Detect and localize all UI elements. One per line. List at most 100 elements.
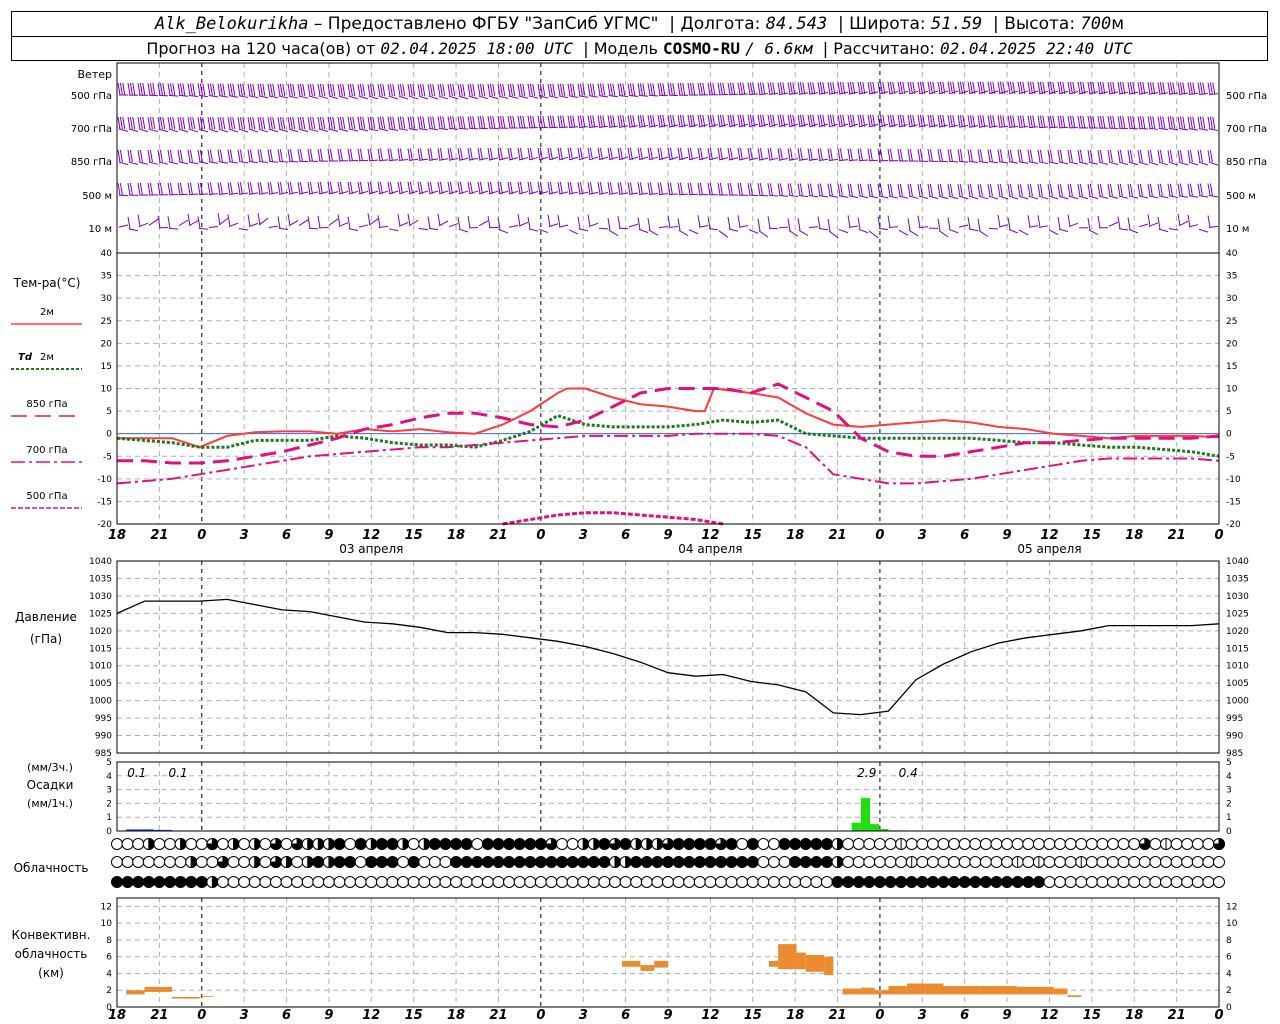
cloud-cover-symbol (704, 838, 717, 850)
cloud-cover-symbol (534, 876, 547, 888)
temp-tick-right: 15 (1226, 362, 1237, 372)
cloud-cover-symbol (460, 856, 473, 868)
temp-tick-left: 15 (101, 362, 112, 372)
cloud-cover-symbol (460, 876, 473, 888)
wind-level-right: 700 гПа (1226, 124, 1267, 135)
cloud-cover-symbol (895, 876, 908, 888)
cloud-cover-symbol (111, 876, 123, 888)
cloud-cover-symbol (481, 856, 494, 868)
cloud-cover-symbol (1128, 876, 1141, 888)
conv-time-tick: 15 (1083, 1008, 1101, 1023)
conv-tick-right: 10 (1226, 919, 1238, 929)
conv-tick-left: 8 (106, 936, 112, 946)
cloud-cover-symbol (990, 838, 1003, 850)
press-tick-left: 990 (95, 732, 112, 742)
cloud-cover-symbol (524, 838, 537, 850)
cloud-cover-symbol (1181, 876, 1194, 888)
conv-tick-right: 2 (1226, 986, 1232, 996)
wind-barbs-row (117, 114, 1219, 133)
cloud-cover-symbol (789, 856, 802, 868)
conv-tick-right: 12 (1226, 902, 1237, 912)
cloud-cover-symbol (206, 856, 219, 868)
cloud-cover-symbol (979, 856, 992, 868)
temp-time-tick: 9 (663, 528, 672, 543)
cloud-cover-fill (714, 837, 727, 850)
temp-tick-left: 25 (101, 317, 112, 327)
conv-time-tick: 12 (1040, 1008, 1058, 1023)
alt-value: 700 (1080, 14, 1112, 34)
cloud-cover-symbol (503, 876, 516, 888)
conv-time-tick: 21 (828, 1008, 846, 1023)
cloud-cover-symbol (948, 856, 961, 868)
cloud-cover-symbol (1022, 838, 1035, 850)
cloud-cover-symbol (1085, 838, 1098, 850)
conv-bar (888, 986, 907, 995)
day-label: 03 апреля (339, 542, 403, 556)
temp-time-tick: 9 (1003, 528, 1012, 543)
cloud-cover-symbol (926, 838, 939, 850)
cloud-cover-symbol (1085, 876, 1098, 888)
model-name: COSMO-RU (662, 39, 741, 58)
cloud-cover-symbol (333, 856, 346, 868)
press-tick-left: 1020 (89, 627, 112, 637)
cloud-cover-symbol (1022, 876, 1035, 888)
cloud-cover-symbol (873, 856, 886, 868)
cloud-cover-symbol (757, 856, 770, 868)
cloud-cover-symbol (704, 856, 717, 868)
press-tick-right: 1035 (1226, 574, 1249, 584)
precip-tick-left: 0 (106, 827, 112, 837)
conv-tick-right: 8 (1226, 936, 1232, 946)
precip-frame (116, 761, 1220, 832)
precip-bar (851, 822, 861, 831)
temp-time-tick: 6 (621, 528, 630, 543)
cloud-cover-symbol (513, 876, 526, 888)
cloud-cover-symbol (185, 838, 198, 850)
cloud-cover-symbol (672, 838, 685, 850)
cloud-cover-symbol (428, 856, 441, 868)
temp-tick-left: -20 (97, 520, 112, 530)
conv-time-tick: 0 (1214, 1008, 1223, 1023)
cloud-cover-symbol (259, 876, 272, 888)
press-tick-left: 1040 (89, 557, 112, 567)
cloud-cover-symbol (1096, 856, 1109, 868)
temp-tick-right: -5 (1226, 452, 1235, 462)
pressure-line (116, 598, 1220, 716)
cloud-cover-symbol (598, 856, 611, 868)
cloud-cover-symbol (322, 876, 335, 888)
precip-bar (126, 829, 154, 831)
temp-time-tick: 15 (744, 528, 762, 543)
cloud-panel: Облачность (14, 837, 1225, 889)
cloud-cover-symbol (1117, 856, 1130, 868)
temp-series-t700 (116, 432, 1220, 485)
model-label: Модель (593, 39, 658, 58)
cloud-cover-symbol (492, 856, 505, 868)
wind-level-left: 500 гПа (71, 91, 112, 102)
header-row-station: Alk_Belokurikha – Предоставлено ФГБУ "За… (12, 12, 1267, 37)
cloud-cover-symbol (672, 876, 685, 888)
precip-bar (153, 829, 173, 831)
cloud-cover-symbol (439, 876, 452, 888)
precip-tick-right: 2 (1226, 799, 1232, 809)
press-tick-left: 1035 (89, 574, 112, 584)
cloud-cover-fill (269, 837, 282, 850)
cloud-cover-symbol (683, 838, 696, 850)
cloud-cover-symbol (1138, 856, 1151, 868)
temp-time-tick: 3 (240, 528, 249, 543)
temp-tick-right: -10 (1226, 475, 1241, 485)
cloud-cover-symbol (884, 838, 897, 850)
calc-time: 02.04.2025 22:40 UTC (939, 39, 1133, 58)
cloud-cover-symbol (534, 838, 547, 850)
cloud-cover-symbol (344, 856, 357, 868)
conv-tick-left: 12 (101, 902, 112, 912)
cloud-cover-symbol (863, 856, 876, 868)
cloud-cover-symbol (1043, 838, 1056, 850)
cloud-cover-symbol (439, 838, 452, 850)
cloud-cover-symbol (1213, 876, 1225, 888)
cloud-cover-symbol (132, 876, 145, 888)
cloud-cover-symbol (1032, 876, 1045, 888)
precip-tick-left: 5 (106, 758, 112, 768)
cloud-cover-symbol (736, 856, 749, 868)
lon-value: 84.543 (765, 14, 828, 34)
cloud-cover-symbol (609, 876, 622, 888)
conv-time-tick: 18 (1125, 1008, 1143, 1023)
